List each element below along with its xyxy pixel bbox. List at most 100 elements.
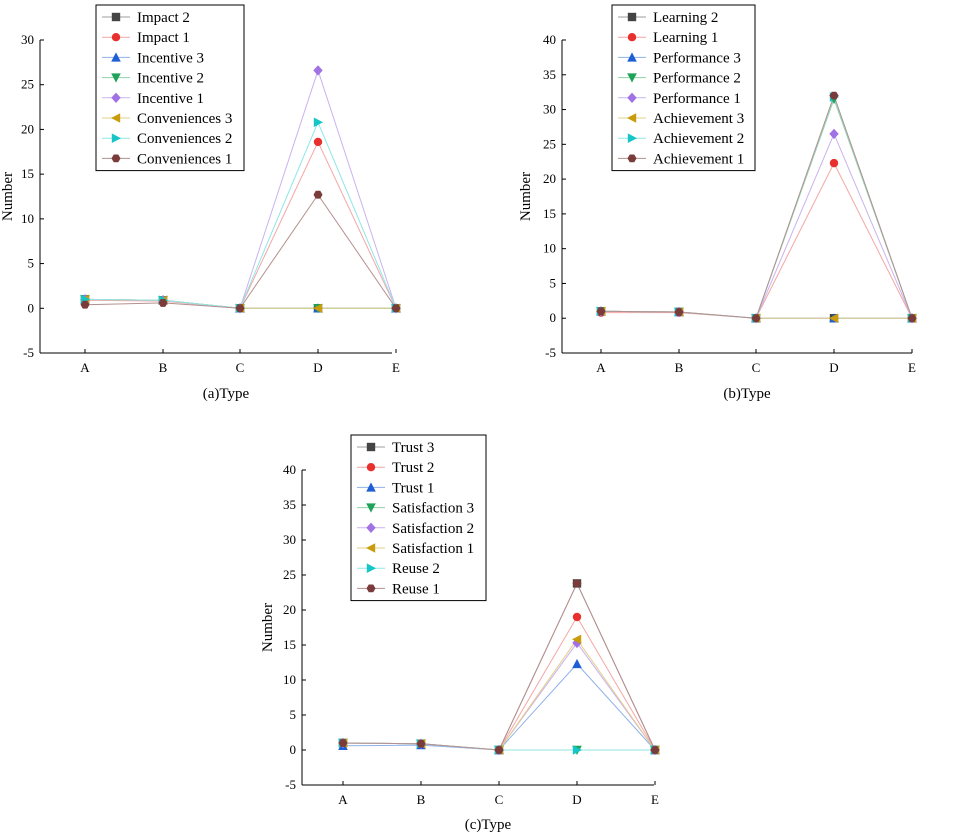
x-tick-label: B: [417, 792, 426, 807]
y-tick-label: 25: [21, 77, 34, 92]
data-point: [313, 65, 323, 76]
x-tick-label: A: [596, 360, 606, 375]
y-tick-label: 20: [21, 121, 34, 136]
legend-marker: [111, 73, 121, 83]
legend-marker: [366, 442, 376, 452]
chart-panel-3: -5 0 5 10 15 20 25 30 35 40 A B C D E (c)Type Number Trus…: [260, 434, 660, 833]
x-tick-label: C: [236, 360, 245, 375]
legend-label: Performance 3: [653, 50, 741, 66]
legend-marker: [366, 563, 376, 573]
data-point: [313, 117, 323, 128]
legend-marker: [366, 503, 376, 513]
legend-marker: [627, 154, 637, 163]
y-axis-title: Number: [0, 172, 16, 221]
y-tick-label: 20: [283, 602, 296, 617]
legend: Learning 2 Learning 1 Performance 3 Perform…: [611, 4, 756, 172]
x-tick-label: B: [675, 360, 684, 375]
x-axis-title: (a)Type: [203, 386, 250, 402]
data-point: [494, 746, 504, 754]
y-tick-label: 10: [283, 672, 296, 687]
legend: Impact 2 Impact 1 Incentive 3 Incentive 2 In…: [95, 4, 245, 172]
x-tick-label: E: [651, 792, 659, 807]
legend-label: Achievement 3: [653, 111, 744, 127]
legend-marker: [111, 154, 121, 163]
y-tick-label: 15: [21, 166, 34, 181]
y-tick-label: 10: [543, 241, 556, 256]
legend-label: Trust 2: [392, 460, 434, 476]
legend-label: Satisfaction 2: [392, 521, 474, 537]
legend-label: Trust 3: [392, 440, 434, 456]
legend-marker: [111, 52, 121, 62]
x-tick-label: A: [80, 360, 90, 375]
data-point: [829, 128, 839, 140]
data-point: [751, 314, 761, 323]
legend-marker: [366, 543, 376, 553]
legend-label: Conveniences 2: [137, 131, 232, 147]
legend-label: Incentive 1: [137, 91, 204, 107]
y-tick-label: 35: [283, 497, 296, 512]
legend-marker: [111, 133, 121, 143]
y-tick-label: 30: [283, 532, 296, 547]
legend-label: Performance 1: [653, 91, 741, 107]
data-point: [80, 300, 90, 309]
y-tick-label: -5: [545, 345, 556, 360]
series-line: [342, 638, 656, 751]
y-tick-label: 25: [543, 136, 556, 151]
data-point: [158, 299, 168, 307]
x-axis-title: (b)Type: [723, 386, 771, 402]
legend-marker: [111, 113, 121, 123]
legend-marker: [627, 73, 637, 83]
data-point: [596, 307, 606, 316]
legend-marker: [627, 33, 637, 42]
y-tick-label: 25: [283, 567, 296, 582]
legend: Trust 3 Trust 2 Trust 1 Satisfaction 3 Satis…: [350, 434, 487, 602]
y-tick-label: 30: [21, 32, 34, 47]
y-tick-label: 15: [283, 637, 296, 652]
x-tick-label: B: [159, 360, 168, 375]
y-tick-label: -5: [23, 345, 34, 360]
legend-box: [95, 4, 245, 172]
legend-label: Incentive 3: [137, 50, 204, 66]
legend-label: Learning 1: [653, 30, 718, 46]
y-tick-label: 40: [543, 32, 556, 47]
legend-marker: [366, 584, 376, 593]
legend-label: Impact 1: [137, 30, 190, 46]
series-line: [342, 582, 656, 751]
legend-marker: [627, 133, 637, 143]
data-point: [572, 579, 582, 588]
x-tick-label: C: [495, 792, 504, 807]
y-tick-label: 5: [550, 275, 557, 290]
y-tick-label: 0: [550, 310, 557, 325]
legend-box: [611, 4, 756, 172]
legend-marker: [627, 113, 637, 123]
data-point: [338, 739, 348, 747]
y-tick-label: 5: [290, 707, 297, 722]
legend-label: Conveniences 3: [137, 111, 232, 127]
legend-marker: [627, 92, 637, 103]
legend-marker: [111, 12, 121, 22]
data-point: [313, 303, 323, 314]
series-line: [84, 193, 397, 309]
x-tick-label: A: [338, 792, 348, 807]
legend-label: Learning 2: [653, 10, 718, 26]
legend-label: Conveniences 1: [137, 151, 232, 167]
legend-marker: [627, 52, 637, 62]
data-point: [829, 158, 839, 168]
legend-label: Reuse 1: [392, 581, 440, 597]
legend-marker: [366, 522, 376, 533]
data-point: [829, 313, 839, 324]
y-tick-label: -5: [285, 777, 296, 792]
legend-label: Reuse 2: [392, 561, 440, 577]
y-tick-label: 35: [543, 67, 556, 82]
series-line: [342, 582, 656, 751]
series-line: [342, 663, 656, 751]
data-point: [572, 634, 582, 645]
legend-marker: [627, 12, 637, 22]
legend-marker: [111, 33, 121, 42]
data-point: [907, 314, 917, 323]
y-tick-label: 5: [28, 256, 35, 271]
y-tick-label: 20: [543, 171, 556, 186]
chart-panel-1: -5 0 5 10 15 20 25 30 A B C D E (a)Type Number Impact 2…: [0, 4, 401, 402]
legend-marker: [366, 463, 376, 472]
